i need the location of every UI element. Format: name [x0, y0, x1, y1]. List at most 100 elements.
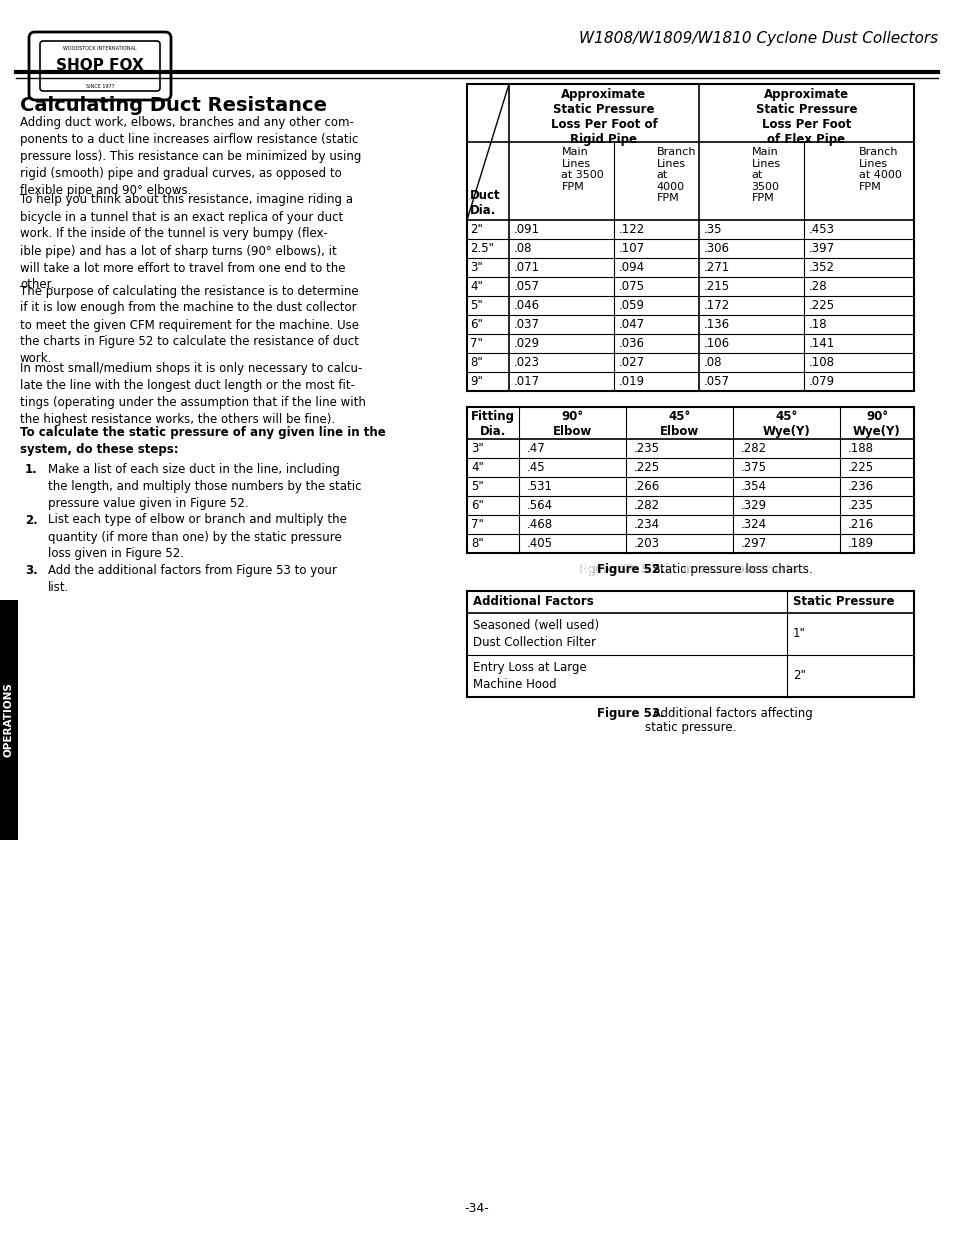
Text: .47: .47 [526, 442, 545, 454]
Text: Branch
Lines
at 4000
FPM: Branch Lines at 4000 FPM [858, 147, 901, 191]
Text: Figure 52.: Figure 52. [597, 563, 664, 576]
Text: Additional Factors: Additional Factors [473, 595, 593, 608]
Text: .059: .059 [618, 299, 644, 312]
Text: Approximate
Static Pressure
Loss Per Foot
of Flex Pipe: Approximate Static Pressure Loss Per Foo… [755, 88, 857, 146]
Text: 6": 6" [470, 317, 482, 331]
Text: 1": 1" [792, 627, 805, 640]
Text: .019: .019 [618, 375, 644, 388]
Text: Additional factors affecting: Additional factors affecting [648, 706, 812, 720]
Text: .203: .203 [634, 537, 659, 550]
Text: .08: .08 [703, 356, 721, 369]
Text: To calculate the static pressure of any given line in the
system, do these steps: To calculate the static pressure of any … [20, 426, 385, 456]
Text: .236: .236 [847, 480, 873, 493]
Bar [467, 592, 913, 697]
Text: Main
Lines
at 3500
FPM: Main Lines at 3500 FPM [561, 147, 603, 191]
Text: .531: .531 [526, 480, 553, 493]
Text: SHOP FOX: SHOP FOX [56, 58, 144, 74]
Text: 45°
Elbow: 45° Elbow [659, 410, 699, 438]
Text: To help you think about this resistance, imagine riding a
bicycle in a tunnel th: To help you think about this resistance,… [20, 194, 353, 291]
Text: Branch
Lines
at
4000
FPM: Branch Lines at 4000 FPM [656, 147, 696, 204]
Text: .106: .106 [703, 337, 729, 350]
Text: 7": 7" [470, 337, 482, 350]
Text: .023: .023 [514, 356, 539, 369]
Text: Add the additional factors from Figure 53 to your
list.: Add the additional factors from Figure 5… [48, 564, 336, 594]
Text: .397: .397 [808, 242, 834, 254]
Text: Static Pressure: Static Pressure [792, 595, 894, 608]
Text: .324: .324 [740, 517, 766, 531]
Text: Entry Loss at Large
Machine Hood: Entry Loss at Large Machine Hood [473, 661, 586, 692]
Text: .235: .235 [634, 442, 659, 454]
Text: .071: .071 [514, 261, 539, 274]
Text: .282: .282 [634, 499, 659, 513]
Text: .564: .564 [526, 499, 553, 513]
Text: .047: .047 [618, 317, 644, 331]
Text: .266: .266 [634, 480, 659, 493]
Text: .405: .405 [526, 537, 553, 550]
Text: .352: .352 [808, 261, 834, 274]
Bar [0, 600, 18, 840]
Text: 90°
Wye(Y): 90° Wye(Y) [852, 410, 900, 438]
Text: .375: .375 [740, 461, 766, 474]
Text: List each type of elbow or branch and multiply the
quantity (if more than one) b: List each type of elbow or branch and mu… [48, 514, 347, 561]
Text: .08: .08 [514, 242, 532, 254]
Text: .28: .28 [808, 280, 827, 293]
Text: .297: .297 [740, 537, 766, 550]
Text: .468: .468 [526, 517, 553, 531]
Text: .017: .017 [514, 375, 539, 388]
Text: .122: .122 [618, 224, 644, 236]
Text: .225: .225 [634, 461, 659, 474]
Text: Adding duct work, elbows, branches and any other com-
ponents to a duct line inc: Adding duct work, elbows, branches and a… [20, 116, 361, 198]
Text: 45°
Wye(Y): 45° Wye(Y) [761, 410, 809, 438]
Text: SINCE 1977: SINCE 1977 [86, 84, 114, 89]
Text: 7": 7" [471, 517, 483, 531]
Text: Duct
Dia.: Duct Dia. [470, 189, 500, 217]
Text: .075: .075 [618, 280, 644, 293]
Text: Calculating Duct Resistance: Calculating Duct Resistance [20, 96, 327, 115]
Text: WOODSTOCK INTERNATIONAL: WOODSTOCK INTERNATIONAL [63, 46, 136, 51]
Text: .046: .046 [514, 299, 539, 312]
Text: .18: .18 [808, 317, 827, 331]
Text: .091: .091 [514, 224, 539, 236]
Text: .306: .306 [703, 242, 729, 254]
Text: .215: .215 [703, 280, 729, 293]
Text: .141: .141 [808, 337, 835, 350]
Text: 4": 4" [471, 461, 483, 474]
Text: Seasoned (well used)
Dust Collection Filter: Seasoned (well used) Dust Collection Fil… [473, 619, 598, 650]
Text: Main
Lines
at
3500
FPM: Main Lines at 3500 FPM [751, 147, 780, 204]
Text: .216: .216 [847, 517, 873, 531]
Text: 1.: 1. [25, 463, 38, 475]
Text: .136: .136 [703, 317, 729, 331]
Text: .35: .35 [703, 224, 721, 236]
Text: Static pressure loss charts.: Static pressure loss charts. [648, 563, 812, 576]
Text: .027: .027 [618, 356, 644, 369]
Text: .029: .029 [514, 337, 539, 350]
Text: .057: .057 [703, 375, 729, 388]
Text: 4": 4" [470, 280, 482, 293]
Text: 5": 5" [471, 480, 483, 493]
Text: Make a list of each size duct in the line, including
the length, and multiply th: Make a list of each size duct in the lin… [48, 463, 361, 510]
Text: .453: .453 [808, 224, 834, 236]
Text: 2": 2" [470, 224, 482, 236]
Text: .354: .354 [740, 480, 766, 493]
FancyBboxPatch shape [29, 32, 171, 100]
Text: 8": 8" [471, 537, 483, 550]
Text: W1808/W1809/W1810 Cyclone Dust Collectors: W1808/W1809/W1810 Cyclone Dust Collector… [578, 31, 937, 46]
Text: In most small/medium shops it is only necessary to calcu-
late the line with the: In most small/medium shops it is only ne… [20, 362, 366, 426]
Text: .094: .094 [618, 261, 644, 274]
Text: .107: .107 [618, 242, 644, 254]
Text: OPERATIONS: OPERATIONS [4, 683, 14, 757]
Text: 9": 9" [470, 375, 482, 388]
Text: 5": 5" [470, 299, 482, 312]
Text: .235: .235 [847, 499, 873, 513]
Text: .036: .036 [618, 337, 644, 350]
Text: 8": 8" [470, 356, 482, 369]
Text: 2": 2" [792, 669, 805, 682]
Bar [467, 84, 913, 391]
Text: .037: .037 [514, 317, 539, 331]
Text: .329: .329 [740, 499, 766, 513]
Text: Approximate
Static Pressure
Loss Per Foot of
Rigid Pipe: Approximate Static Pressure Loss Per Foo… [550, 88, 657, 146]
Text: static pressure.: static pressure. [644, 721, 736, 734]
Text: -34-: -34- [464, 1202, 489, 1215]
Text: .45: .45 [526, 461, 545, 474]
Text: .225: .225 [808, 299, 834, 312]
